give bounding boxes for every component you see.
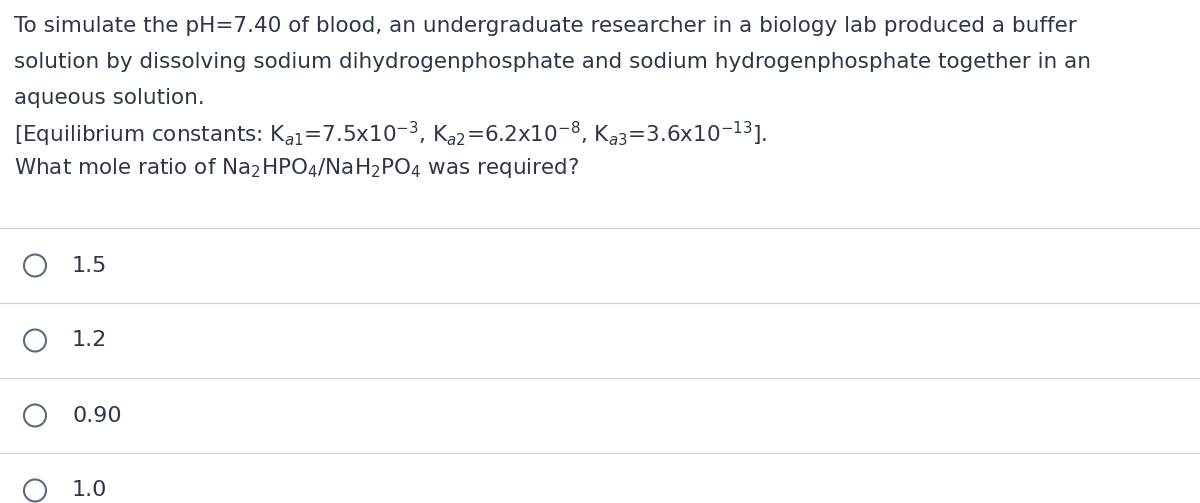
Text: 0.90: 0.90 [72, 405, 121, 426]
Text: To simulate the pH=7.40 of blood, an undergraduate researcher in a biology lab p: To simulate the pH=7.40 of blood, an und… [14, 16, 1076, 36]
Text: aqueous solution.: aqueous solution. [14, 88, 205, 108]
Text: What mole ratio of Na$_2$HPO$_4$/NaH$_2$PO$_4$ was required?: What mole ratio of Na$_2$HPO$_4$/NaH$_2$… [14, 156, 580, 180]
Text: 1.5: 1.5 [72, 256, 107, 276]
Text: solution by dissolving sodium dihydrogenphosphate and sodium hydrogenphosphate t: solution by dissolving sodium dihydrogen… [14, 52, 1091, 72]
Text: 1.0: 1.0 [72, 480, 107, 500]
Text: [Equilibrium constants: K$_{a1}$=7.5x10$^{-3}$, K$_{a2}$=6.2x10$^{-8}$, K$_{a3}$: [Equilibrium constants: K$_{a1}$=7.5x10$… [14, 120, 768, 149]
Text: 1.2: 1.2 [72, 330, 107, 351]
